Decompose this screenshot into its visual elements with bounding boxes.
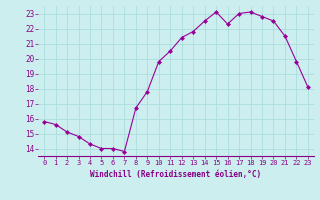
X-axis label: Windchill (Refroidissement éolien,°C): Windchill (Refroidissement éolien,°C) <box>91 170 261 179</box>
